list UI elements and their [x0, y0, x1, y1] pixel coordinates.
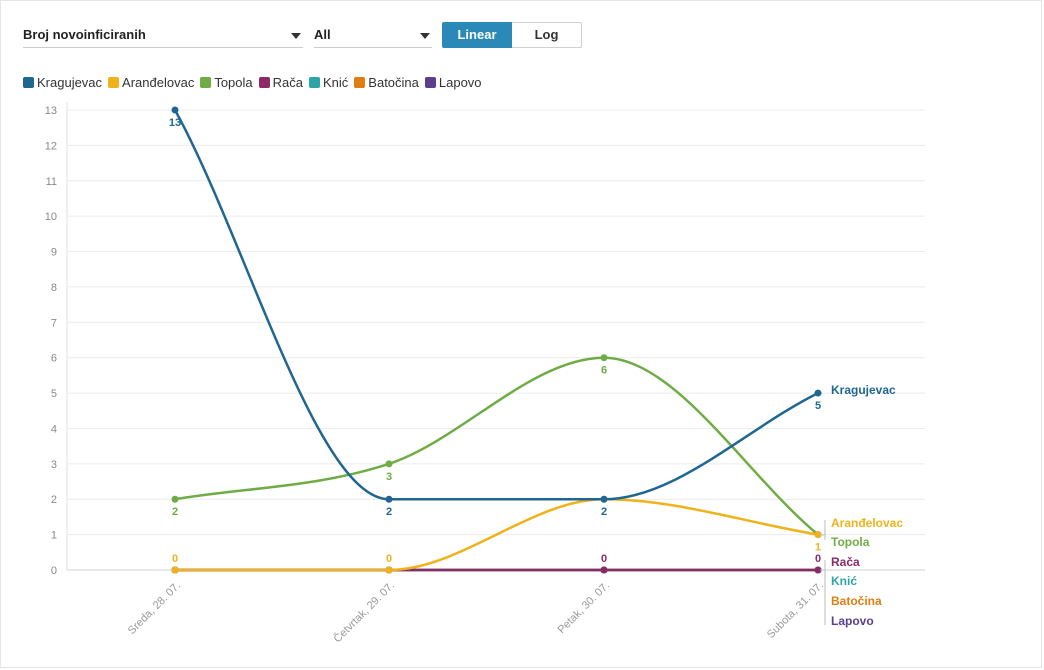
x-tick-label: Petak, 30. 07.: [556, 580, 612, 636]
linear-button[interactable]: Linear: [442, 22, 512, 48]
end-label-knic: Knić: [831, 574, 857, 588]
legend-swatch: [424, 76, 436, 88]
legend-swatch: [354, 76, 366, 88]
legend-label: Batočina: [368, 74, 419, 90]
region-select[interactable]: All: [314, 22, 432, 48]
end-label-arandjelovac: Aranđelovac: [831, 516, 903, 530]
data-label: 6: [601, 365, 607, 377]
data-point-raca: [600, 566, 608, 574]
legend-swatch: [309, 76, 320, 88]
legend-swatch: [23, 76, 34, 88]
y-tick-label: 10: [45, 211, 57, 223]
legend-swatch: [200, 76, 212, 88]
data-point-arandjelovac: [385, 566, 393, 574]
data-label: 2: [172, 506, 178, 518]
y-tick-label: 12: [45, 140, 57, 152]
data-label: 0: [386, 553, 392, 565]
legend-item-topola[interactable]: Topola: [200, 74, 253, 90]
legend-item-knic[interactable]: Knić: [309, 75, 348, 90]
data-label: 0: [172, 553, 178, 565]
x-tick-label: Četvrtak, 29. 07.: [331, 579, 397, 645]
legend-item-raca[interactable]: Rača: [258, 74, 303, 90]
y-tick-label: 13: [45, 105, 57, 117]
data-point-topola: [171, 495, 179, 503]
end-label-batocina: Batočina: [831, 594, 882, 608]
data-point-kragujevac: [385, 495, 393, 503]
y-tick-label: 0: [51, 565, 57, 577]
end-label-kragujevac: Kragujevac: [831, 383, 896, 397]
data-point-topola: [385, 460, 393, 468]
legend-swatch: [108, 76, 120, 88]
metric-select-value: Broj novoinficiranih: [23, 27, 146, 42]
data-label: 1: [815, 542, 821, 554]
chevron-down-icon: [291, 33, 301, 39]
legend-item-batocina[interactable]: Batočina: [354, 75, 419, 90]
legend-label: Knić: [323, 74, 349, 90]
data-label: 0: [601, 553, 607, 565]
chevron-down-icon: [420, 33, 430, 39]
legend-label: Topola: [214, 74, 253, 90]
y-tick-label: 4: [51, 423, 57, 435]
y-tick-label: 11: [46, 176, 57, 188]
legend-item-arandjelovac[interactable]: Aranđelovac: [108, 75, 194, 90]
legend-label: Lapovo: [438, 74, 482, 90]
series-line-kragujevac: [173, 109, 819, 501]
data-label: 3: [386, 471, 392, 483]
data-label: 0: [815, 553, 821, 565]
legend-swatch: [258, 76, 270, 88]
y-tick-label: 2: [51, 494, 57, 506]
data-point-arandjelovac: [171, 566, 179, 574]
end-label-topola: Topola: [831, 535, 870, 549]
data-point-kragujevac: [814, 389, 822, 397]
data-point-kragujevac: [600, 495, 608, 503]
data-point-kragujevac: [171, 106, 179, 114]
series-line-arandjelovac: [175, 497, 819, 572]
legend-label: Aranđelovac: [122, 74, 195, 90]
end-label-lapovo: Lapovo: [831, 614, 874, 628]
data-point-arandjelovac: [814, 531, 822, 539]
y-tick-label: 6: [51, 353, 57, 365]
x-tick-label: Sreda, 28. 07.: [126, 580, 183, 637]
data-label: 2: [386, 506, 392, 518]
x-tick-label: Subota, 31. 07.: [765, 580, 826, 641]
legend-item-kragujevac[interactable]: Kragujevac: [23, 75, 102, 90]
legend-item-lapovo[interactable]: Lapovo: [424, 74, 482, 90]
data-label: 13: [169, 117, 181, 129]
legend-label: Kragujevac: [37, 74, 103, 90]
y-tick-label: 1: [51, 530, 57, 542]
log-button[interactable]: Log: [512, 22, 582, 48]
y-tick-label: 9: [51, 247, 57, 259]
y-tick-label: 3: [51, 459, 57, 471]
data-label: 5: [815, 400, 821, 412]
legend: Kragujevac Aranđelovac Topola Rača Knić Batoč…: [23, 73, 488, 91]
y-tick-label: 5: [51, 388, 57, 400]
scale-toggle: Linear Log: [442, 22, 582, 48]
data-point-raca: [814, 566, 822, 574]
end-label-raca: Rača: [831, 555, 860, 569]
y-tick-label: 7: [51, 317, 57, 329]
metric-select[interactable]: Broj novoinficiranih: [23, 22, 303, 48]
data-point-topola: [600, 354, 608, 362]
y-tick-label: 8: [51, 282, 57, 294]
series-line-topola: [174, 356, 819, 536]
data-label: 2: [601, 506, 607, 518]
legend-label: Rača: [272, 74, 303, 90]
region-select-value: All: [314, 27, 331, 42]
